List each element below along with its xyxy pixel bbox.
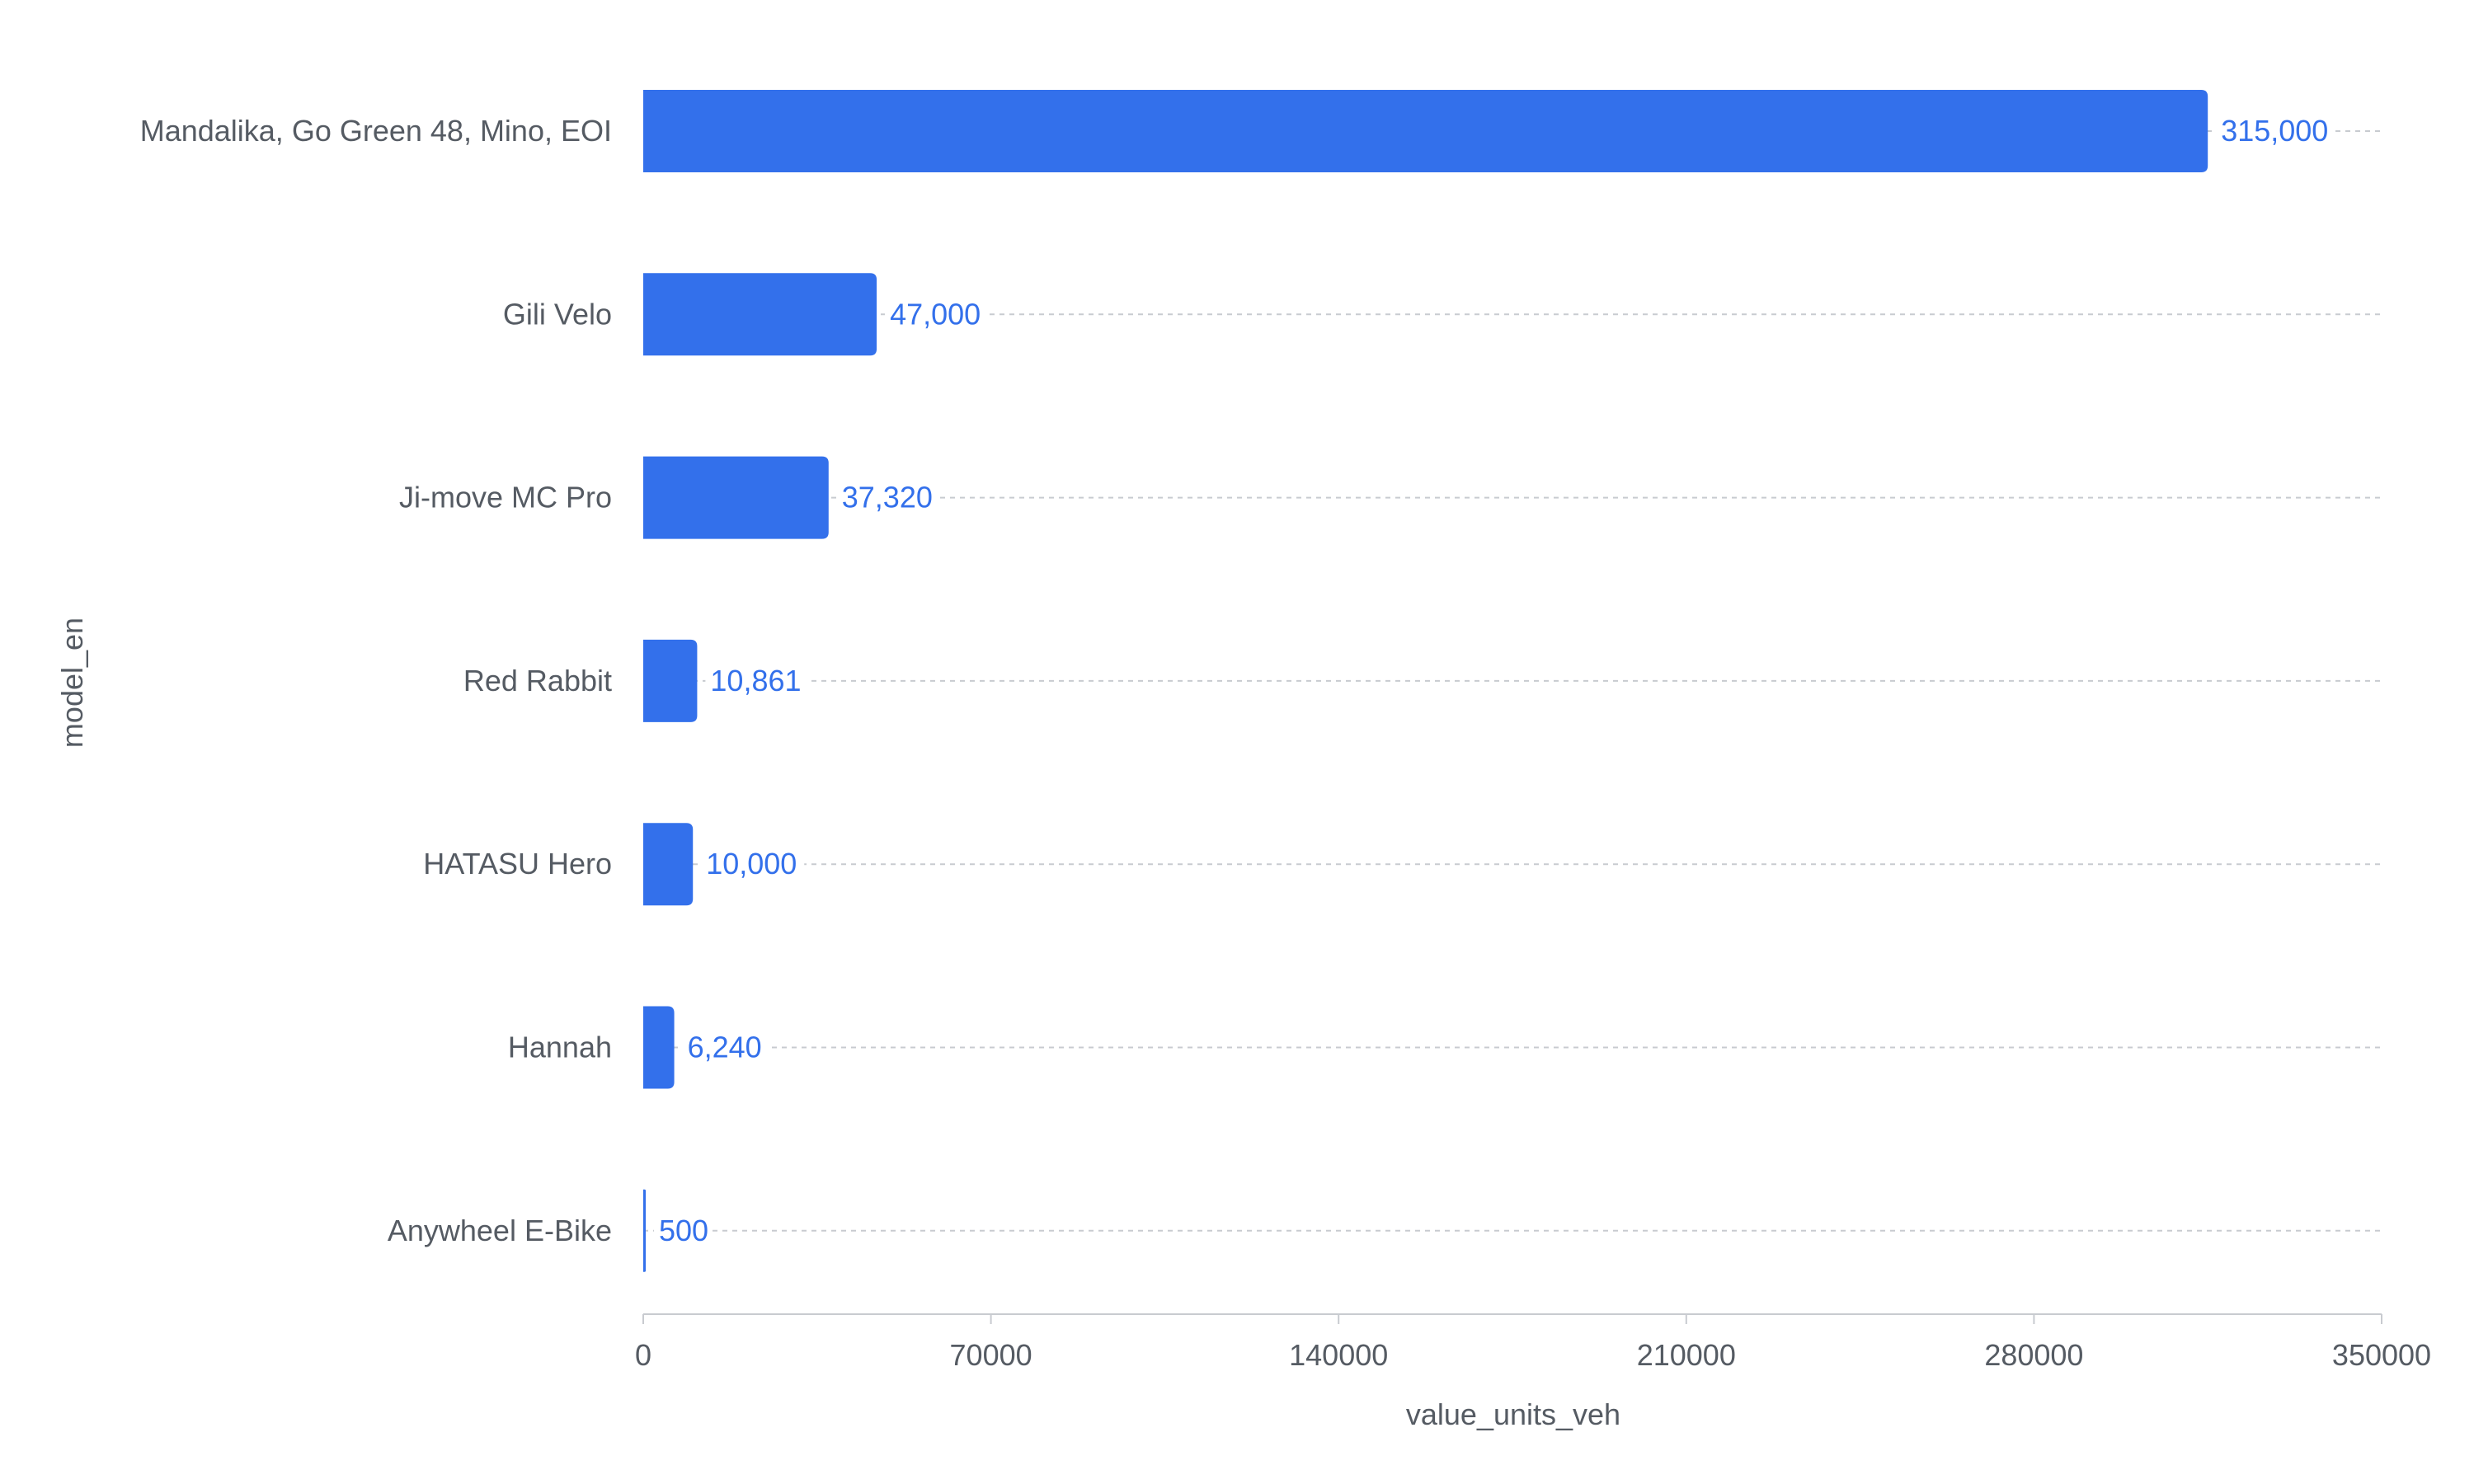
data-label: 10,000 bbox=[706, 847, 797, 881]
data-label-bg bbox=[701, 844, 805, 885]
x-tick-label: 210000 bbox=[1637, 1338, 1736, 1372]
label-layer: Mandalika, Go Green 48, Mino, EOI 315,000… bbox=[140, 111, 2335, 1251]
category-label: Gili Velo bbox=[503, 297, 612, 331]
bar-layer bbox=[643, 90, 2208, 1272]
data-label: 10,861 bbox=[710, 664, 801, 697]
x-tick-label: 350000 bbox=[2332, 1338, 2431, 1372]
category-label: Red Rabbit bbox=[463, 664, 612, 697]
x-axis-title: value_units_veh bbox=[1406, 1397, 1620, 1431]
bar bbox=[643, 273, 877, 356]
x-tick-label: 70000 bbox=[950, 1338, 1032, 1372]
x-tick-label: 140000 bbox=[1289, 1338, 1388, 1372]
data-label-bg bbox=[654, 1210, 709, 1251]
data-label: 37,320 bbox=[842, 481, 933, 514]
data-label: 47,000 bbox=[890, 297, 981, 331]
data-label: 6,240 bbox=[688, 1031, 762, 1064]
category-label: Mandalika, Go Green 48, Mino, EOI bbox=[140, 114, 612, 148]
x-tick-label: 280000 bbox=[1984, 1338, 2083, 1372]
data-label-bg bbox=[885, 294, 989, 335]
x-axis: 0 70000 140000 210000 280000 350000 bbox=[635, 1313, 2431, 1372]
category-label: Ji-move MC Pro bbox=[399, 481, 612, 514]
bar bbox=[643, 823, 694, 906]
category-label: Anywheel E-Bike bbox=[388, 1214, 612, 1247]
bar bbox=[643, 456, 829, 539]
data-label-bg bbox=[705, 660, 809, 701]
category-label: Hannah bbox=[508, 1031, 612, 1064]
bar bbox=[643, 90, 2208, 172]
x-tick-label: 0 bbox=[635, 1338, 651, 1372]
data-label: 315,000 bbox=[2221, 114, 2328, 148]
bar bbox=[643, 639, 698, 722]
data-label-bg bbox=[2216, 111, 2335, 151]
data-label-bg bbox=[682, 1027, 770, 1068]
data-label: 500 bbox=[659, 1214, 708, 1247]
data-label-bg bbox=[836, 477, 940, 518]
y-axis-title: model_en bbox=[55, 618, 89, 748]
bar bbox=[643, 1006, 675, 1089]
category-label: HATASU Hero bbox=[423, 847, 612, 881]
bar bbox=[643, 1189, 647, 1272]
